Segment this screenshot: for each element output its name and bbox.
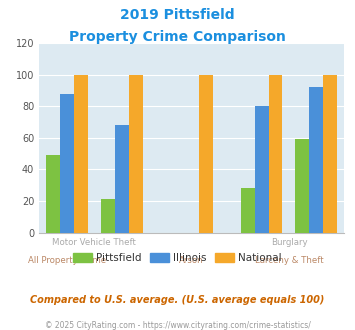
Text: Compared to U.S. average. (U.S. average equals 100): Compared to U.S. average. (U.S. average … [30,295,325,305]
Text: All Property Crime: All Property Crime [28,256,106,265]
Bar [101,199,115,233]
Bar [255,106,268,233]
Bar [74,75,88,233]
Bar [115,125,129,233]
Text: Burglary: Burglary [271,238,307,247]
Bar [268,75,283,233]
Text: Motor Vehicle Theft: Motor Vehicle Theft [53,238,136,247]
Text: © 2025 CityRating.com - https://www.cityrating.com/crime-statistics/: © 2025 CityRating.com - https://www.city… [45,321,310,330]
Bar [60,93,74,233]
Legend: Pittsfield, Illinois, National: Pittsfield, Illinois, National [69,249,286,267]
Bar [323,75,337,233]
Bar [199,75,213,233]
Text: 2019 Pittsfield: 2019 Pittsfield [120,8,235,22]
Text: Larceny & Theft: Larceny & Theft [255,256,323,265]
Bar [129,75,143,233]
Text: Property Crime Comparison: Property Crime Comparison [69,30,286,44]
Bar [46,155,60,233]
Bar [295,139,310,233]
Bar [310,87,323,233]
Bar [241,188,255,233]
Text: Arson: Arson [179,256,204,265]
